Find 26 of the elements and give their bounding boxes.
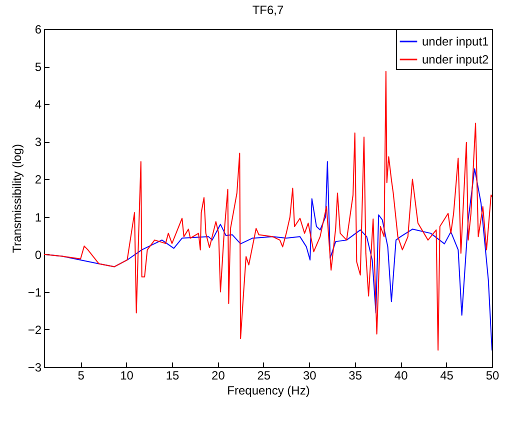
x-tick-label: 20 — [212, 368, 226, 382]
y-tick-label: 0 — [34, 248, 42, 262]
y-tick-label: −3 — [28, 360, 42, 374]
y-tick-label: 3 — [34, 135, 42, 150]
y-axis-title: Transmissibility (log) — [10, 144, 24, 253]
y-tick-label: 1 — [34, 210, 42, 224]
x-tick-label: 40 — [394, 368, 408, 382]
line-series — [44, 70, 492, 351]
legend-label: under input1 — [422, 34, 490, 48]
x-axis-title: Frequency (Hz) — [227, 384, 310, 398]
x-tick-label: 10 — [120, 368, 134, 382]
y-tick-label: 5 — [34, 60, 42, 74]
y-tick-label: −1 — [28, 285, 42, 300]
legend-label: under input2 — [422, 52, 490, 66]
x-tick-label: 45 — [440, 368, 454, 382]
x-tick-label: 25 — [257, 368, 271, 382]
y-tick-label: 2 — [34, 172, 42, 187]
x-tick-label: 35 — [348, 368, 362, 382]
y-tick-label: 6 — [34, 22, 42, 36]
x-tick-label: 30 — [302, 368, 317, 382]
y-tick-label: −2 — [28, 322, 42, 337]
x-tick-label: 5 — [78, 368, 85, 382]
chart-title: TF6,7 — [252, 3, 284, 17]
y-tick-label: 4 — [34, 98, 42, 112]
x-tick-label: 50 — [486, 368, 500, 382]
x-tick-label: 15 — [166, 368, 180, 382]
